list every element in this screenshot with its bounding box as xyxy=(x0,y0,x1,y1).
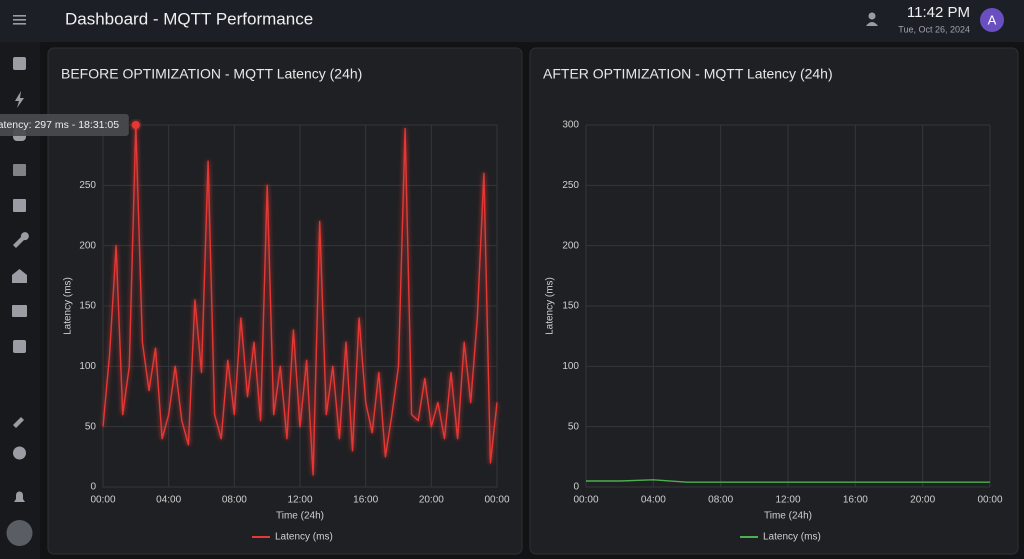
tooltip-text: Latency: 297 ms - 18:31:05 xyxy=(0,119,119,131)
series-line xyxy=(102,124,498,476)
header-bar xyxy=(0,0,1024,42)
nav-notifications[interactable] xyxy=(14,491,25,503)
x-tick-label: 00:00 xyxy=(90,495,115,506)
menu-bar xyxy=(13,15,26,17)
y-tick-label: 0 xyxy=(90,482,96,493)
x-tick-label: 08:00 xyxy=(222,495,247,506)
x-tick-label: 00:00 xyxy=(573,495,598,506)
avatar[interactable] xyxy=(980,8,1004,32)
nav-logbook[interactable] xyxy=(13,199,26,212)
y-tick-label: 200 xyxy=(562,240,579,251)
x-tick-label: 16:00 xyxy=(353,495,378,506)
peak-point xyxy=(131,121,140,129)
x-tick-label: 20:00 xyxy=(419,495,444,506)
nav-media[interactable] xyxy=(12,305,27,317)
nav-profile[interactable] xyxy=(6,520,33,546)
menu-button[interactable] xyxy=(13,15,26,25)
series-line xyxy=(586,479,990,483)
nav-tools[interactable] xyxy=(13,232,29,248)
x-tick-label: 16:00 xyxy=(843,495,868,506)
x-axis-label: Time (24h) xyxy=(276,511,324,522)
nav-home[interactable] xyxy=(12,269,27,283)
nav-addons[interactable] xyxy=(13,340,26,353)
nav-energy[interactable] xyxy=(15,91,24,108)
x-tick-label: 12:00 xyxy=(287,495,312,506)
chart-panel xyxy=(529,47,1019,555)
x-tick-label: 00:00 xyxy=(484,495,509,506)
page-title: Dashboard - MQTT Performance xyxy=(65,9,313,28)
menu-bar xyxy=(13,23,26,25)
x-tick-label: 08:00 xyxy=(708,495,733,506)
y-axis-label: Latency (ms) xyxy=(63,277,74,335)
x-axis-label: Time (24h) xyxy=(764,511,812,522)
legend-label: Latency (ms) xyxy=(275,532,333,543)
x-tick-label: 12:00 xyxy=(775,495,800,506)
nav-developer[interactable] xyxy=(13,417,24,428)
nav-list[interactable] xyxy=(13,164,26,176)
x-tick-label: 20:00 xyxy=(910,495,935,506)
y-tick-label: 100 xyxy=(79,361,96,372)
y-tick-label: 50 xyxy=(85,421,97,432)
clock-date: Tue, Oct 26, 2024 xyxy=(898,24,970,34)
tooltip xyxy=(0,114,129,136)
chart-title: BEFORE OPTIMIZATION - MQTT Latency (24h) xyxy=(61,66,362,82)
user-icon[interactable] xyxy=(866,12,878,27)
y-tick-label: 150 xyxy=(562,301,579,312)
y-tick-label: 250 xyxy=(562,180,579,191)
y-axis-label: Latency (ms) xyxy=(545,277,556,335)
user-body xyxy=(866,22,878,26)
clock-time: 11:42 PM xyxy=(907,4,970,21)
y-tick-label: 100 xyxy=(562,361,579,372)
y-tick-label: 250 xyxy=(79,180,96,191)
y-tick-label: 0 xyxy=(573,482,579,493)
nav-settings[interactable] xyxy=(13,446,26,460)
chart-title: AFTER OPTIMIZATION - MQTT Latency (24h) xyxy=(543,66,833,82)
avatar-initial: A xyxy=(988,12,997,27)
x-tick-label: 00:00 xyxy=(977,495,1002,506)
legend-label: Latency (ms) xyxy=(763,532,821,543)
y-tick-label: 50 xyxy=(568,421,580,432)
y-tick-label: 200 xyxy=(79,240,96,251)
y-tick-label: 300 xyxy=(562,120,579,131)
user-head xyxy=(868,12,876,20)
menu-bar xyxy=(13,19,26,21)
sidebar-icons xyxy=(6,57,33,546)
y-tick-label: 150 xyxy=(79,301,96,312)
nav-dashboard[interactable] xyxy=(13,57,26,70)
x-tick-label: 04:00 xyxy=(641,495,666,506)
x-tick-label: 04:00 xyxy=(156,495,181,506)
